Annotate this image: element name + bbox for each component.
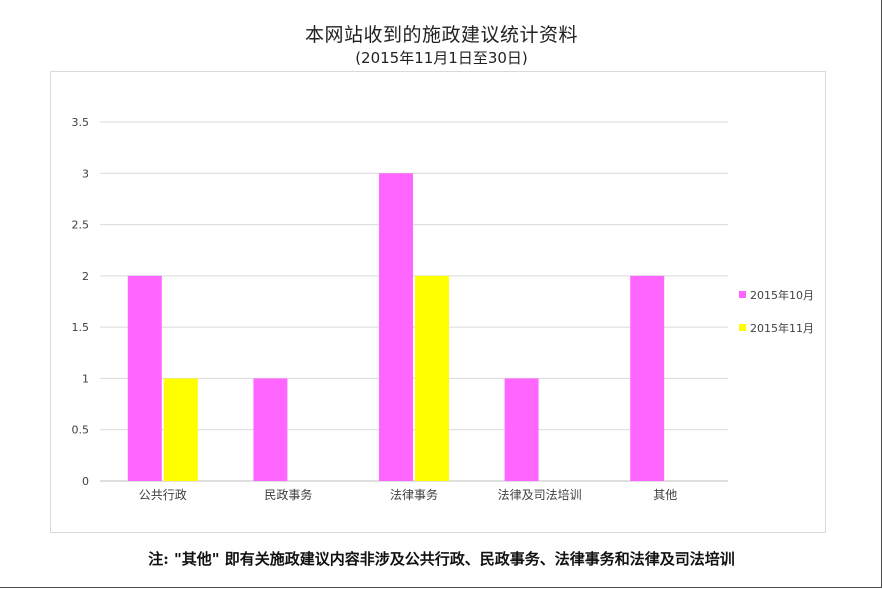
chart-area bbox=[50, 71, 826, 533]
y-tick-label: 3.5 bbox=[72, 116, 90, 129]
y-tick-label: 3 bbox=[82, 167, 89, 180]
y-tick-label: 2.5 bbox=[72, 219, 90, 232]
chart-title: 本网站收到的施政建议统计资料 bbox=[304, 24, 578, 46]
chart-subtitle: (2015年11月1日至30日) bbox=[355, 49, 528, 67]
x-category-label: 其他 bbox=[653, 488, 677, 502]
legend-swatch bbox=[739, 324, 746, 331]
bar-1-3 bbox=[379, 173, 413, 482]
legend-label: 2015年11月 bbox=[750, 321, 814, 335]
y-tick-label: 1.5 bbox=[72, 321, 90, 334]
bar-1-1 bbox=[127, 275, 162, 481]
footnote: 注: "其他" 即有关施政建议内容非涉及公共行政、民政事务、法律事务和法律及司法… bbox=[148, 550, 735, 568]
y-tick-label: 2 bbox=[82, 270, 89, 283]
y-tick-label: 0.5 bbox=[72, 424, 90, 437]
bar-2-3 bbox=[415, 275, 449, 481]
bar-2-1 bbox=[163, 378, 198, 481]
bar-1-2 bbox=[253, 378, 288, 481]
x-category-label: 公共行政 bbox=[139, 488, 187, 502]
legend-label: 2015年10月 bbox=[750, 288, 814, 302]
x-category-label: 民政事务 bbox=[264, 487, 312, 502]
x-category-label: 法律及司法培训 bbox=[498, 487, 582, 502]
y-tick-label: 1 bbox=[82, 372, 89, 385]
x-category-label: 法律事务 bbox=[390, 487, 438, 502]
bar-1-5 bbox=[630, 275, 665, 481]
y-tick-label: 0 bbox=[82, 475, 89, 488]
legend-swatch bbox=[739, 291, 746, 298]
bar-1-4 bbox=[504, 378, 539, 481]
